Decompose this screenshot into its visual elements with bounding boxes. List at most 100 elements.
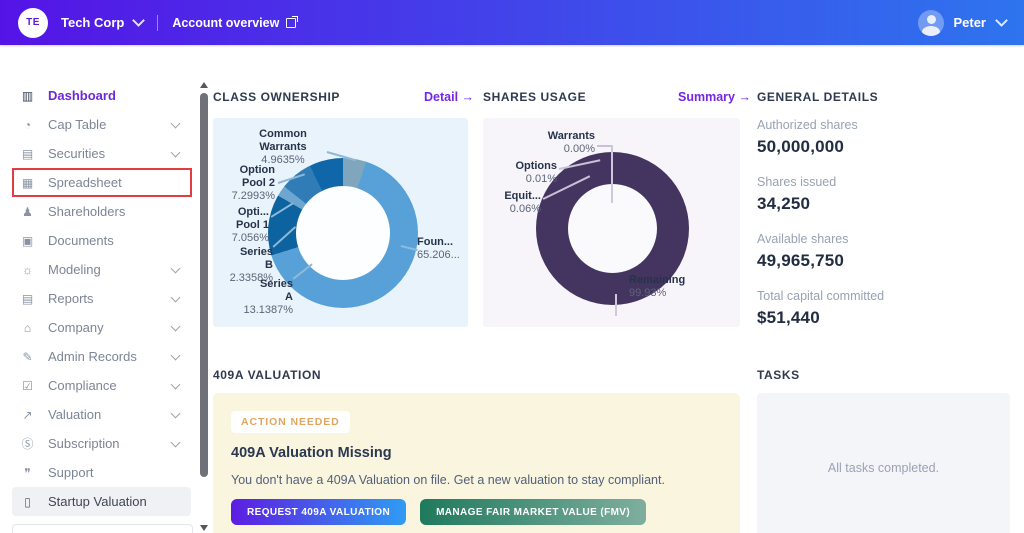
sidebar-item-partial xyxy=(12,524,193,533)
chart-label-common-warrants: Common Warrants 4.9635% xyxy=(259,128,307,166)
sidebar-item-label: Startup Valuation xyxy=(48,494,147,509)
shares-usage-chart-card: Warrants 0.00% Options 0.01% Equit... 0.… xyxy=(483,118,740,327)
leader-line xyxy=(597,145,611,147)
chart-up-icon: ↗ xyxy=(22,407,33,422)
stat-label: Shares issued xyxy=(757,175,837,189)
top-navbar: TE Tech Corp Account overview Peter xyxy=(0,0,1024,45)
shield-check-icon: ☑ xyxy=(22,378,33,393)
sidebar-item-compliance[interactable]: ☑ Compliance xyxy=(0,371,197,400)
sidebar-item-label: Dashboard xyxy=(48,88,116,103)
sidebar-item-modeling[interactable]: ☼ Modeling xyxy=(0,255,197,284)
leader-line xyxy=(611,145,613,203)
arrow-right-icon: → xyxy=(461,90,475,104)
sidebar-item-cap-table[interactable]: ◔ Cap Table xyxy=(0,110,197,139)
report-icon: ▤ xyxy=(21,291,34,306)
sidebar-item-valuation[interactable]: ↗ Valuation xyxy=(0,400,197,429)
general-details-title: GENERAL DETAILS xyxy=(757,90,879,104)
sidebar-item-label: Shareholders xyxy=(48,204,126,219)
sidebar-item-reports[interactable]: ▤ Reports xyxy=(0,284,197,313)
chevron-down-icon xyxy=(170,147,181,157)
dashboard-icon: ▥ xyxy=(21,88,34,103)
summary-link-label: Summary xyxy=(678,90,735,104)
manage-fmv-button[interactable]: MANAGE FAIR MARKET VALUE (FMV) xyxy=(420,499,647,525)
chevron-down-icon[interactable] xyxy=(132,14,146,27)
leader-line xyxy=(615,294,617,316)
sidebar-item-label: Support xyxy=(48,465,94,480)
sidebar-item-spreadsheet[interactable]: ▦ Spreadsheet xyxy=(0,168,197,197)
table-icon: ▦ xyxy=(21,175,34,190)
class-ownership-donut xyxy=(268,158,418,308)
tasks-panel: All tasks completed. xyxy=(757,393,1010,533)
folder-icon: ▣ xyxy=(21,233,34,248)
valuation-409a-card: ACTION NEEDED 409A Valuation Missing You… xyxy=(213,393,740,533)
sidebar-item-subscription[interactable]: Ⓢ Subscription xyxy=(0,429,197,458)
shares-usage-title: SHARES USAGE xyxy=(483,90,587,104)
sidebar-item-shareholders[interactable]: ♟ Shareholders xyxy=(0,197,197,226)
breadcrumb-label: Account overview xyxy=(172,15,280,30)
stat-shares-issued: Shares issued 34,250 xyxy=(757,175,1017,232)
sidebar-item-label: Compliance xyxy=(48,378,117,393)
sidebar-item-support[interactable]: ❞ Support xyxy=(0,458,197,487)
detail-link[interactable]: Detail → xyxy=(424,90,474,104)
sidebar-item-label: Reports xyxy=(48,291,94,306)
chart-label-warrants: Warrants 0.00% xyxy=(547,130,595,155)
chart-label-series-a: Series A 13.1387% xyxy=(243,278,293,316)
chevron-down-icon xyxy=(170,408,181,418)
arrow-right-icon: → xyxy=(738,90,751,104)
valuation-actions: REQUEST 409A VALUATION MANAGE FAIR MARKE… xyxy=(231,499,740,525)
company-avatar: TE xyxy=(18,7,48,38)
chart-label-option-pool-2: Option Pool 2 7.2993% xyxy=(231,164,275,202)
person-icon: ♟ xyxy=(22,204,33,219)
class-ownership-title: CLASS OWNERSHIP xyxy=(213,90,341,104)
stat-label: Available shares xyxy=(757,232,849,246)
lightbulb-icon: ☼ xyxy=(22,262,33,277)
sidebar-item-label: Valuation xyxy=(48,407,102,422)
stat-value: 34,250 xyxy=(757,194,811,213)
stat-authorized-shares: Authorized shares 50,000,000 xyxy=(757,118,1017,175)
donut-hole xyxy=(568,184,657,273)
scroll-down-icon[interactable] xyxy=(200,525,208,531)
tasks-title: TASKS xyxy=(757,368,800,382)
sidebar-nav: ▥ Dashboard ◔ Cap Table ▤ Securities ▦ S… xyxy=(0,81,197,516)
record-icon: ✎ xyxy=(22,349,33,364)
general-details-panel: Authorized shares 50,000,000 Shares issu… xyxy=(757,118,1017,346)
user-name: Peter xyxy=(953,15,986,30)
stat-available-shares: Available shares 49,965,750 xyxy=(757,232,1017,289)
document-icon: ▯ xyxy=(24,494,31,509)
chevron-down-icon xyxy=(170,118,181,128)
shares-usage-donut xyxy=(536,152,689,305)
breadcrumb-account-overview[interactable]: Account overview xyxy=(172,15,299,30)
sidebar-item-documents[interactable]: ▣ Documents xyxy=(0,226,197,255)
sidebar-item-label: Documents xyxy=(48,233,114,248)
dollar-circle-icon: Ⓢ xyxy=(21,437,34,451)
sidebar-item-admin-records[interactable]: ✎ Admin Records xyxy=(0,342,197,371)
valuation-missing-body: You don't have a 409A Valuation on file.… xyxy=(231,473,665,487)
stat-label: Authorized shares xyxy=(757,118,858,132)
user-avatar-icon xyxy=(918,9,945,36)
valuation-409a-title: 409A VALUATION xyxy=(213,368,322,382)
chat-icon: ❞ xyxy=(24,465,31,480)
clipboard-icon: ▤ xyxy=(21,146,34,161)
sidebar-item-company[interactable]: ⌂ Company xyxy=(0,313,197,342)
user-menu[interactable]: Peter xyxy=(918,9,1008,36)
chart-label-option-pool-1: Opti... Pool 1 7.056% xyxy=(231,206,269,244)
action-needed-badge: ACTION NEEDED xyxy=(231,411,350,433)
chevron-down-icon xyxy=(170,379,181,389)
external-link-icon xyxy=(286,15,299,28)
valuation-missing-heading: 409A Valuation Missing xyxy=(231,445,392,461)
request-409a-valuation-button[interactable]: REQUEST 409A VALUATION xyxy=(231,499,407,525)
chevron-down-icon xyxy=(170,437,181,447)
sidebar-scrollbar[interactable] xyxy=(199,82,209,533)
stat-value: 50,000,000 xyxy=(757,137,845,156)
scroll-up-icon[interactable] xyxy=(200,82,208,88)
stat-total-capital-committed: Total capital committed $51,440 xyxy=(757,289,1017,346)
scrollbar-thumb[interactable] xyxy=(200,93,208,477)
chart-label-equity: Equit... 0.06% xyxy=(504,190,541,215)
sidebar-item-dashboard[interactable]: ▥ Dashboard xyxy=(0,81,197,110)
sidebar-item-securities[interactable]: ▤ Securities xyxy=(0,139,197,168)
class-ownership-chart-card: Common Warrants 4.9635% Option Pool 2 7.… xyxy=(213,118,468,327)
summary-link[interactable]: Summary → xyxy=(678,90,751,104)
company-name[interactable]: Tech Corp xyxy=(61,15,125,30)
sidebar-item-startup-valuation[interactable]: ▯ Startup Valuation xyxy=(12,487,191,516)
